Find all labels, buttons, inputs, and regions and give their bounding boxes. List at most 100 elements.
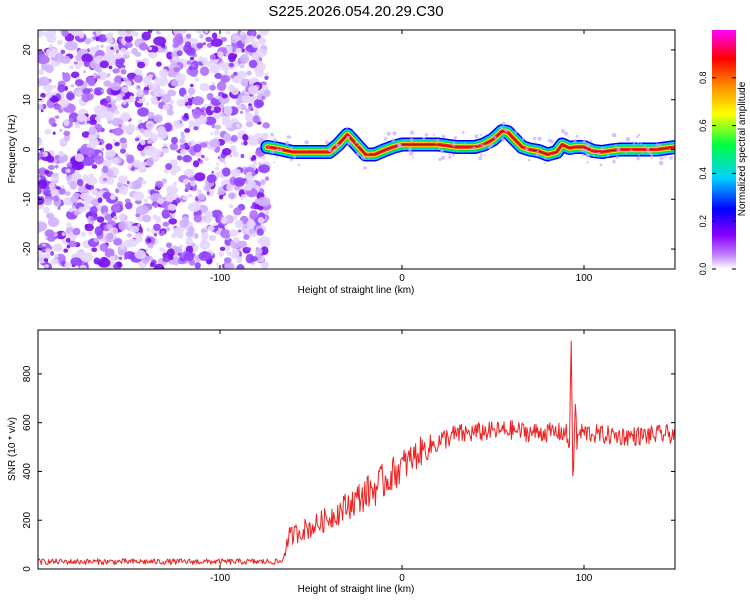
noise-blob xyxy=(184,41,192,49)
noise-blob xyxy=(125,51,130,56)
ridge-speckle xyxy=(612,159,616,164)
noise-blob xyxy=(169,159,178,166)
noise-blob xyxy=(56,186,61,190)
noise-blob xyxy=(47,217,60,228)
noise-blob xyxy=(228,45,233,51)
noise-blob xyxy=(180,131,185,137)
y-tick-label: 0 xyxy=(22,146,33,152)
noise-blob xyxy=(246,247,252,251)
ridge-speckle xyxy=(640,142,643,146)
noise-blob xyxy=(226,30,231,35)
ridge-speckle xyxy=(643,144,647,148)
noise-blob xyxy=(149,262,155,268)
ridge-speckle xyxy=(624,152,627,154)
ridge-speckle xyxy=(591,152,594,155)
ridge-speckle xyxy=(361,155,366,160)
noise-blob xyxy=(57,84,66,93)
colorbar-gradient xyxy=(712,30,736,269)
noise-blob xyxy=(45,248,52,253)
noise-blob xyxy=(210,234,217,241)
ridge-speckle xyxy=(504,128,509,133)
x-tick-label: 100 xyxy=(576,573,593,584)
noise-blob xyxy=(75,63,81,70)
snr-frame xyxy=(37,329,676,570)
noise-blob xyxy=(69,65,74,70)
noise-blob xyxy=(171,213,176,218)
noise-blob xyxy=(161,266,165,269)
noise-blob xyxy=(82,88,91,95)
noise-blob xyxy=(243,234,250,240)
noise-blob xyxy=(68,207,74,213)
ridge-speckle xyxy=(448,153,451,156)
noise-blob xyxy=(81,131,90,138)
noise-blob xyxy=(94,115,102,123)
ridge-speckle xyxy=(659,155,664,160)
noise-blob xyxy=(76,178,84,187)
ridge-speckle xyxy=(671,144,674,147)
noise-blob xyxy=(86,176,98,186)
noise-blob xyxy=(199,66,210,76)
noise-blob xyxy=(125,201,133,210)
noise-blob xyxy=(224,262,235,269)
noise-blob xyxy=(58,150,64,157)
noise-blob xyxy=(125,42,133,48)
noise-blob xyxy=(188,94,193,99)
noise-blob xyxy=(153,233,158,237)
noise-blob xyxy=(121,142,128,150)
noise-blob xyxy=(235,123,241,128)
noise-blob xyxy=(118,256,123,260)
noise-blob xyxy=(147,30,153,34)
noise-blob xyxy=(51,96,59,103)
noise-blob xyxy=(209,54,216,60)
noise-blob xyxy=(137,223,141,228)
ridge-speckle xyxy=(589,139,593,142)
noise-blob xyxy=(135,205,149,216)
noise-blob xyxy=(253,162,258,166)
colorbar-tick-label: 0.8 xyxy=(698,72,708,85)
noise-blob xyxy=(114,141,120,147)
noise-blob xyxy=(224,72,229,75)
ridge-speckle xyxy=(368,156,371,159)
noise-blob xyxy=(194,233,199,239)
noise-blob xyxy=(258,30,269,36)
noise-blob xyxy=(258,236,271,246)
ridge-speckle xyxy=(453,136,458,140)
noise-blob xyxy=(147,140,152,144)
noise-blob xyxy=(215,95,220,100)
noise-blob xyxy=(206,191,210,196)
noise-blob xyxy=(157,182,162,188)
noise-blob xyxy=(89,48,93,52)
noise-blob xyxy=(128,183,133,189)
noise-blob xyxy=(251,41,260,48)
noise-blob xyxy=(97,34,108,43)
noise-blob xyxy=(58,187,66,195)
noise-blob xyxy=(139,128,145,134)
noise-blob xyxy=(123,77,129,81)
noise-blob xyxy=(123,239,134,248)
ridge-speckle xyxy=(386,131,391,136)
ridge-speckle xyxy=(527,158,531,162)
noise-blob xyxy=(155,216,162,223)
noise-blob xyxy=(97,258,111,268)
noise-blob xyxy=(192,186,197,192)
noise-blob xyxy=(60,99,69,108)
noise-blob xyxy=(91,247,98,252)
y-tick-label: 400 xyxy=(22,463,33,480)
noise-blob xyxy=(38,169,43,175)
noise-blob xyxy=(61,30,69,37)
noise-blob xyxy=(73,210,80,216)
ridge-speckle xyxy=(355,152,360,157)
noise-blob xyxy=(183,112,189,119)
noise-blob xyxy=(65,237,71,243)
noise-blob xyxy=(236,264,245,269)
noise-blob xyxy=(81,53,93,63)
noise-blob xyxy=(209,84,216,91)
ridge-speckle xyxy=(584,149,588,153)
noise-blob xyxy=(137,61,146,69)
noise-blob xyxy=(244,108,251,113)
noise-blob xyxy=(196,30,202,34)
noise-blob xyxy=(81,93,91,103)
noise-blob xyxy=(109,195,116,200)
ridge-speckle xyxy=(641,150,644,154)
noise-blob xyxy=(187,193,193,198)
